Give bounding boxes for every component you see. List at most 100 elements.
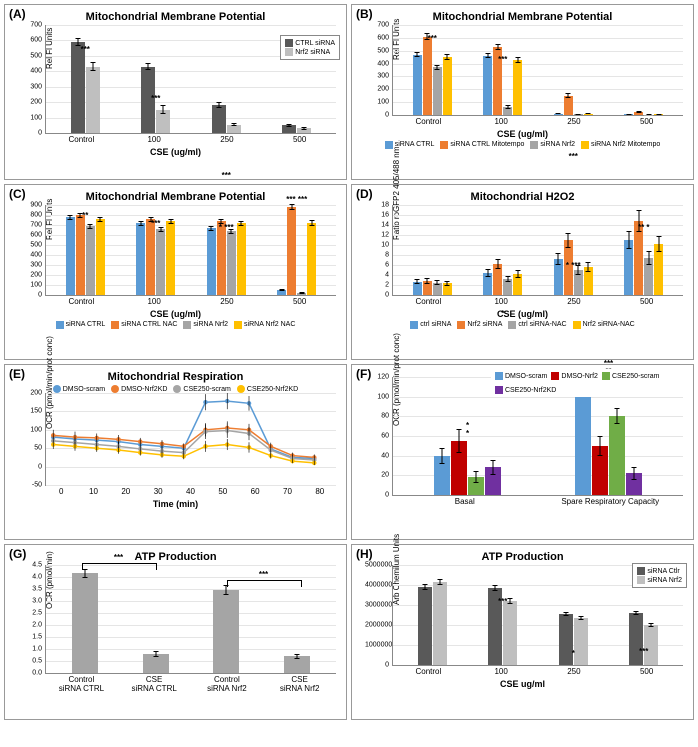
bar <box>146 219 155 295</box>
bar <box>451 441 467 495</box>
bar <box>513 60 522 115</box>
bar <box>554 114 563 115</box>
bar <box>418 587 432 665</box>
bar <box>554 259 563 295</box>
significance-marker: *** <box>569 152 578 161</box>
y-ticks: 0100200300400500600700 <box>367 25 391 115</box>
bar <box>575 387 591 495</box>
significance-marker: ** * <box>638 223 650 232</box>
legend: DMSO-scram DMSO-Nrf2KD CSE250-scram CSE250-… <box>11 385 340 393</box>
bar-group: ** <box>397 441 538 495</box>
legend-item: siRNA Nrf2 NAC <box>234 321 295 329</box>
legend-item: DMSO-scram <box>495 372 547 380</box>
bar-group: * <box>538 614 609 665</box>
bar <box>584 267 593 295</box>
chart-title: Mitochondrial Membrane Potential <box>11 11 340 23</box>
bar-group: *** <box>609 613 680 665</box>
bar-group: *** <box>191 105 262 133</box>
panel-label: (C) <box>9 187 26 201</box>
bar <box>433 67 442 115</box>
bar <box>592 446 608 495</box>
chart-area: Rel Fl Units0100200300400500600700800900… <box>45 205 336 296</box>
bar <box>71 42 85 133</box>
significance-marker: ** <box>82 211 88 220</box>
x-labels: Control100250500 <box>45 298 336 307</box>
bar-group <box>262 656 333 673</box>
bar <box>307 223 316 295</box>
bar-groups: ****** ****** *** <box>46 205 336 295</box>
bar-group <box>609 112 680 115</box>
bar <box>483 273 492 296</box>
x-axis-label: CSE (ug/ml) <box>358 309 687 319</box>
x-labels: Control100250500 <box>45 136 336 145</box>
bar <box>644 625 658 665</box>
bar-group <box>191 590 262 673</box>
panel-d: (D)Mitochondrial H2O2Ratio roGFP2 405/48… <box>351 184 694 360</box>
significance-marker: * <box>466 429 469 438</box>
panel-label: (H) <box>356 547 373 561</box>
bar <box>166 221 175 295</box>
bar-group: * *** <box>191 221 262 295</box>
y-ticks: -50050100150200 <box>20 393 44 485</box>
bar <box>217 221 226 295</box>
x-labels: Control100250500 <box>392 298 683 307</box>
legend-item: Nrf2 siRNA <box>457 321 502 329</box>
bar <box>574 270 583 295</box>
bar <box>624 114 633 115</box>
significance-marker: *** <box>639 647 648 656</box>
significance-marker: * *** <box>566 261 581 270</box>
bar-group <box>397 281 468 296</box>
legend-item: DMSO-Nrf2KD <box>111 385 167 393</box>
bar <box>72 573 98 673</box>
chart-title: Mitochondrial H2O2 <box>358 191 687 203</box>
bar <box>282 125 296 133</box>
legend-item: CSE250-scram <box>173 385 230 393</box>
bar <box>433 582 447 665</box>
legend-item: CTRL siRNA <box>285 39 335 47</box>
legend-item: siRNA CTRL Mitotempo <box>440 141 524 149</box>
bar-group: * *** <box>538 240 609 295</box>
bar <box>443 57 452 115</box>
bar <box>287 207 296 295</box>
bar <box>433 283 442 296</box>
chart-title: ATP Production <box>358 551 687 563</box>
legend-item: siRNA Ctlr <box>637 567 682 575</box>
bar <box>634 221 643 295</box>
bar-group: ** * <box>609 221 680 295</box>
bar <box>654 114 663 115</box>
legend-item: siRNA Nrf2 <box>183 321 228 329</box>
panel-f: (F)OCR (pmol/min/prot conc)0204060801001… <box>351 364 694 540</box>
legend-item: CSE250-Nrf2KD <box>237 385 298 393</box>
bar-groups: ** ***** * <box>393 205 683 295</box>
x-labels: Control siRNA CTRLCSE siRNA CTRLControl … <box>45 676 336 694</box>
bar-group: *** <box>121 219 192 295</box>
bar-group <box>50 573 121 673</box>
bar <box>66 217 75 295</box>
bar <box>485 467 501 495</box>
bar <box>503 279 512 295</box>
bar <box>503 107 512 115</box>
panel-label: (D) <box>356 187 373 201</box>
legend-item: DMSO-scram <box>53 385 105 393</box>
bar <box>644 258 653 296</box>
significance-bracket <box>82 563 157 570</box>
significance-marker: *** <box>114 553 123 562</box>
legend: siRNA CtlrsiRNA Nrf2 <box>632 563 687 588</box>
bar-group: *** <box>468 47 539 115</box>
bar-group: *** <box>468 588 539 665</box>
significance-marker: *** <box>259 570 268 579</box>
x-axis-label: CSE (ug/ml) <box>11 147 340 157</box>
bar <box>237 223 246 295</box>
bar <box>564 96 573 115</box>
legend: DMSO-scramDMSO-Nrf2CSE250-scramCSE250-Nr… <box>491 369 689 397</box>
bar <box>284 656 310 673</box>
bar <box>207 228 216 295</box>
x-axis-label: CSE ug/ml <box>358 679 687 689</box>
panel-h: (H)ATP ProductionArb Chemilum Units01000… <box>351 544 694 720</box>
chart-area: OCR (pmol/min)0.00.51.01.52.02.53.03.54.… <box>45 565 336 674</box>
bar <box>136 223 145 295</box>
y-ticks: 0100200300400500600700800900 <box>20 205 44 295</box>
bar-group <box>262 125 333 133</box>
bar-groups: ********* <box>393 25 683 115</box>
bar <box>227 125 241 133</box>
